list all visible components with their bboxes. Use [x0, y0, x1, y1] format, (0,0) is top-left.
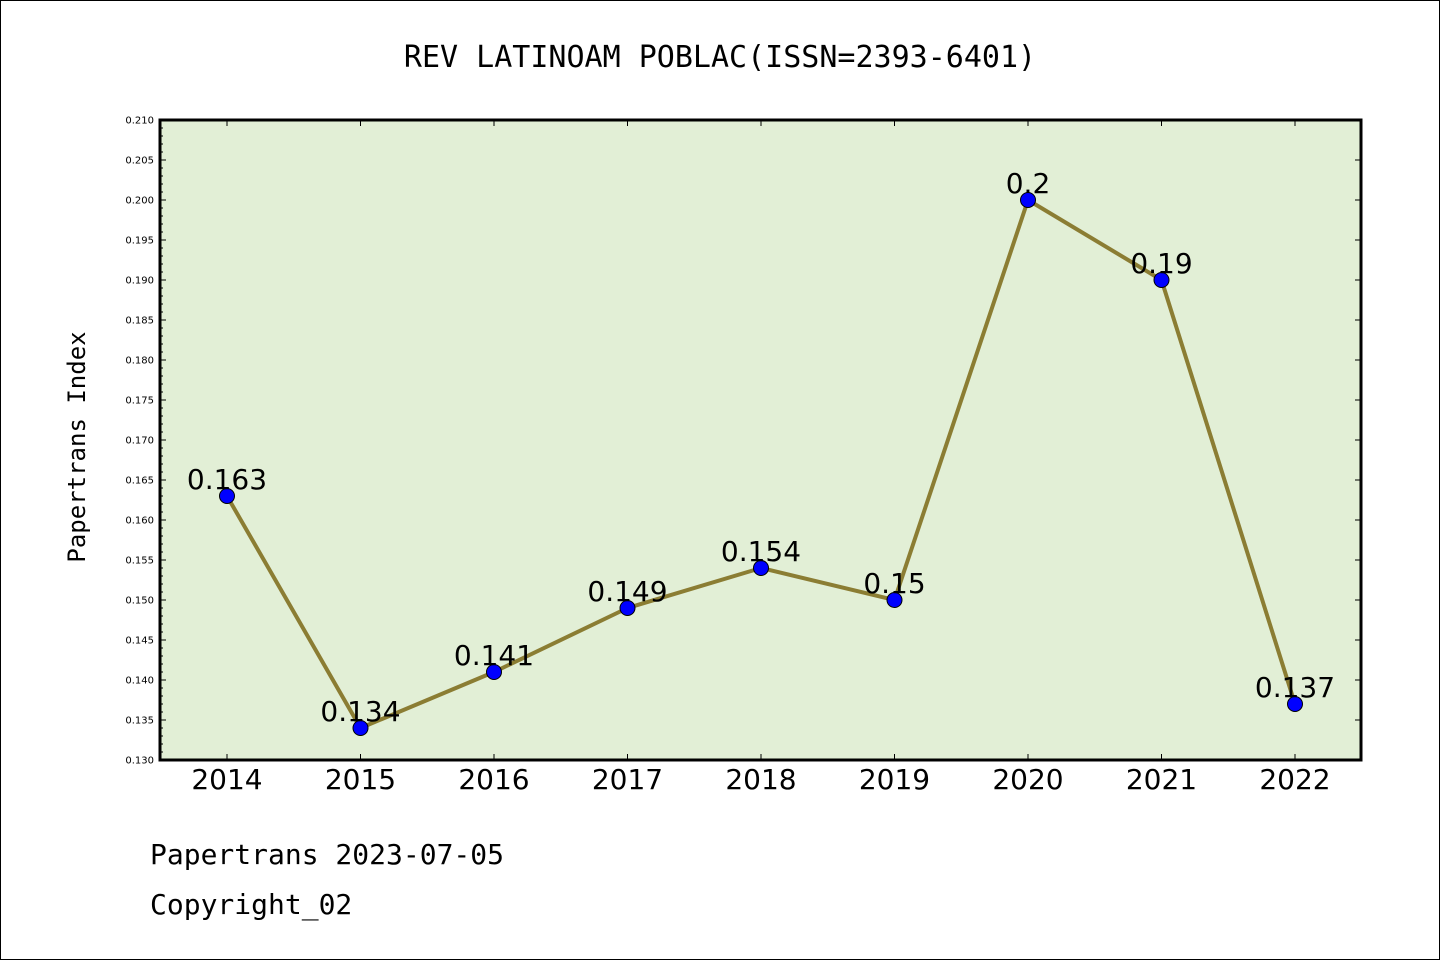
data-label: 0.149	[587, 575, 667, 608]
y-tick-label: 0.140	[125, 676, 154, 687]
y-tick-label: 0.195	[125, 236, 154, 247]
data-point	[753, 560, 769, 576]
data-label: 0.137	[1255, 671, 1335, 704]
y-tick-label: 0.150	[125, 596, 154, 607]
y-tick-label: 0.210	[125, 116, 154, 127]
series-line	[219, 192, 1303, 736]
y-tick-label: 0.175	[125, 396, 154, 407]
data-point	[486, 664, 502, 680]
data-point	[219, 488, 235, 504]
x-tick-label: 2018	[725, 763, 796, 796]
data-point	[619, 600, 636, 616]
chart-title: REV LATINOAM POBLAC(ISSN=2393-6401)	[404, 40, 1036, 75]
data-label: 0.2	[1006, 167, 1051, 200]
y-tick-label: 0.145	[125, 636, 154, 647]
y-tick-label: 0.190	[125, 276, 154, 287]
x-tick-label: 2015	[325, 763, 396, 796]
y-tick-label: 0.180	[125, 356, 154, 367]
y-tick-label: 0.165	[125, 476, 154, 487]
x-tick-label: 2017	[592, 763, 663, 796]
data-label: 0.154	[721, 535, 801, 568]
data-label: 0.134	[320, 695, 400, 728]
data-label: 0.141	[454, 639, 534, 672]
data-label: 0.19	[1130, 247, 1192, 280]
y-tick-label: 0.205	[125, 156, 154, 167]
footer-copyright: Copyright_02	[150, 888, 352, 922]
data-point	[1020, 192, 1036, 208]
y-tick-label: 0.160	[125, 516, 154, 527]
footer-date: Papertrans 2023-07-05	[150, 838, 504, 871]
x-tick-label: 2019	[859, 763, 930, 796]
x-tick-label: 2014	[191, 763, 262, 796]
data-point	[1153, 272, 1170, 288]
x-tick-label: 2020	[992, 763, 1063, 796]
y-tick-label: 0.130	[125, 756, 154, 767]
y-tick-label: 0.170	[125, 436, 154, 447]
plot-area	[158, 118, 1363, 762]
y-axis-label: Papertrans Index	[63, 331, 91, 562]
y-tick-label: 0.200	[125, 196, 154, 207]
data-point	[352, 720, 369, 736]
y-tick-label: 0.185	[125, 316, 154, 327]
x-tick-label: 2022	[1259, 763, 1330, 796]
data-point	[886, 592, 903, 608]
data-labels: 0.163 0.134 0.141 0.149 0.154 0.15 0.2 0.19 0.13…	[187, 167, 1335, 728]
data-point	[1287, 696, 1303, 712]
x-tick-label: 2016	[458, 763, 529, 796]
x-axis: 2014 2015 2016 2017 2018 2019 2020 2021 2022	[191, 120, 1331, 796]
y-axis: 0.130 0.135 0.140 0.145 0.150 0.155 0.160 0.165…	[125, 116, 1361, 767]
data-label: 0.15	[863, 567, 925, 600]
y-tick-label: 0.155	[125, 556, 154, 567]
x-tick-label: 2021	[1126, 763, 1197, 796]
data-label: 0.163	[187, 463, 267, 496]
y-tick-label: 0.135	[125, 716, 154, 727]
